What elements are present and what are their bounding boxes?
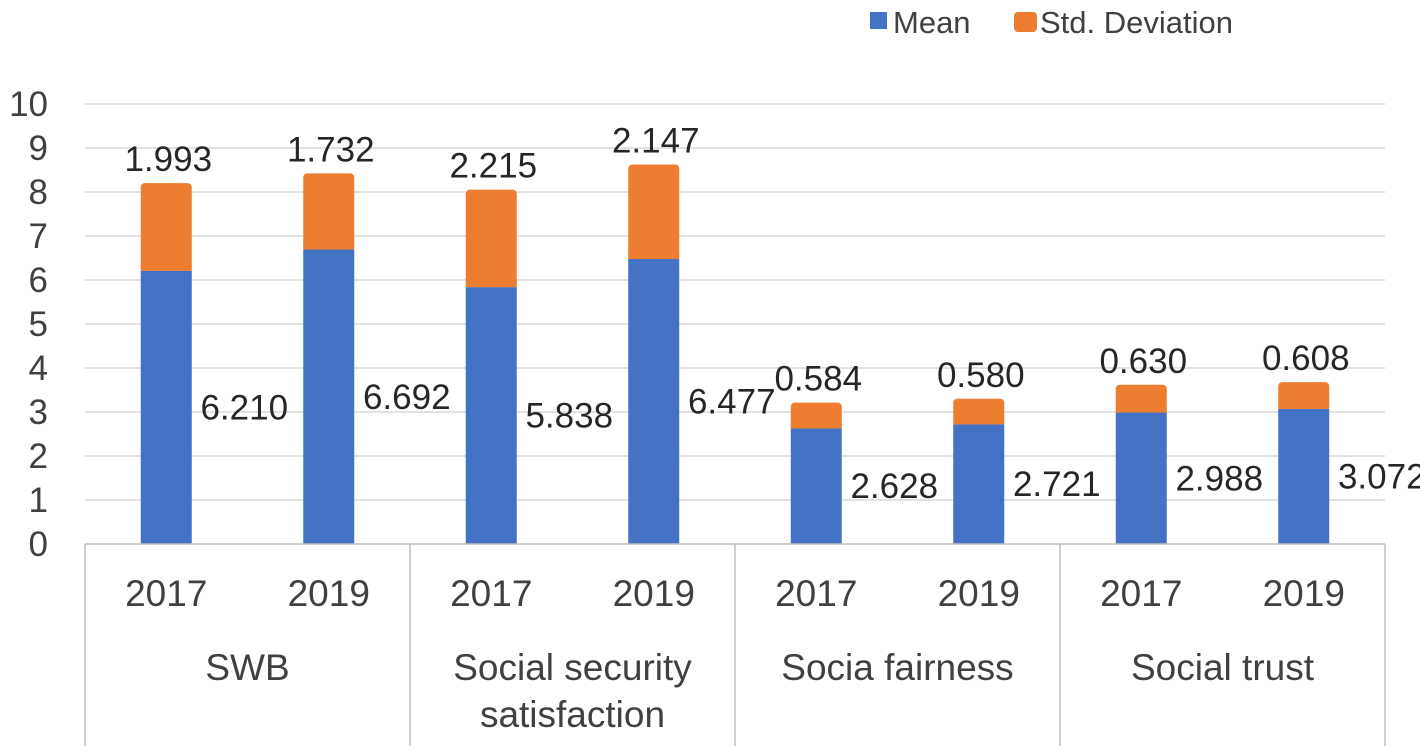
bar-mean-socia-fairness-2019 — [953, 424, 1005, 544]
x-tick-label-2019: 2019 — [938, 573, 1020, 614]
x-tick-label-2017: 2017 — [125, 573, 207, 614]
bar-std-social-security-satisfaction-2017 — [465, 189, 517, 288]
x-tick-label-2017: 2017 — [1100, 573, 1182, 614]
bar-std-social-trust-2017 — [1115, 384, 1167, 413]
label-mean-socia-fairness-2019: 2.721 — [1013, 465, 1101, 504]
bar-mean-swb-2017 — [140, 270, 192, 544]
bar-std-base-social-security-satisfaction-2019 — [628, 253, 680, 260]
y-tick-label-8: 8 — [29, 173, 48, 212]
legend-label-mean: Mean — [893, 5, 971, 40]
legend: Mean Std. Deviation — [870, 5, 1233, 40]
label-std-swb-2019: 1.732 — [287, 130, 375, 169]
bar-mean-social-security-satisfaction-2017 — [465, 287, 517, 544]
label-std-social-trust-2019: 0.608 — [1262, 339, 1350, 378]
x-tick-label-2017: 2017 — [775, 573, 857, 614]
label-mean-social-security-satisfaction-2019: 6.477 — [688, 383, 776, 422]
bar-std-swb-2017 — [140, 183, 192, 271]
y-tick-label-0: 0 — [29, 525, 48, 564]
label-std-social-trust-2017: 0.630 — [1099, 342, 1187, 381]
legend-swatch-std-deviation — [1014, 12, 1037, 32]
y-tick-label-3: 3 — [29, 393, 48, 432]
x-group-label: satisfaction — [480, 694, 665, 735]
label-mean-swb-2019: 6.692 — [363, 378, 451, 417]
label-std-socia-fairness-2017: 0.584 — [774, 360, 862, 399]
legend-label-std-deviation: Std. Deviation — [1040, 5, 1233, 40]
bar-std-swb-2019 — [303, 173, 355, 250]
label-mean-social-trust-2017: 2.988 — [1175, 459, 1263, 498]
bars — [140, 164, 1330, 544]
x-group-label: SWB — [205, 647, 289, 688]
label-std-social-security-satisfaction-2019: 2.147 — [612, 122, 700, 161]
x-axis: 2017 2019 SWB 2017 2019 Social security satisf… — [84, 543, 1386, 746]
label-std-socia-fairness-2019: 0.580 — [937, 356, 1025, 395]
bar-mean-social-security-satisfaction-2019 — [628, 259, 680, 544]
bar-std-social-security-satisfaction-2019 — [628, 164, 680, 260]
bar-std-base-social-security-satisfaction-2017 — [465, 281, 517, 288]
bar-mean-social-trust-2017 — [1115, 412, 1167, 544]
y-tick-label-1: 1 — [29, 481, 48, 520]
bar-std-base-social-trust-2019 — [1278, 402, 1330, 409]
bar-std-base-swb-2017 — [140, 264, 192, 271]
label-mean-social-trust-2019: 3.072 — [1338, 457, 1420, 496]
label-mean-socia-fairness-2017: 2.628 — [850, 467, 938, 506]
bar-mean-swb-2019 — [303, 249, 355, 544]
bar-std-base-swb-2019 — [303, 243, 355, 250]
y-tick-label-5: 5 — [29, 305, 48, 344]
x-group-label: Social trust — [1131, 647, 1315, 688]
x-tick-label-2019: 2019 — [613, 573, 695, 614]
bar-mean-socia-fairness-2017 — [790, 428, 842, 544]
bar-std-socia-fairness-2017 — [790, 402, 842, 429]
bar-std-base-socia-fairness-2019 — [953, 418, 1005, 425]
x-tick-label-2017: 2017 — [450, 573, 532, 614]
label-mean-social-security-satisfaction-2017: 5.838 — [525, 397, 613, 436]
label-mean-swb-2017: 6.210 — [200, 388, 288, 427]
y-tick-label-10: 10 — [9, 85, 48, 124]
bar-std-social-trust-2019 — [1278, 382, 1330, 409]
y-tick-label-2: 2 — [29, 437, 48, 476]
y-tick-label-9: 9 — [29, 129, 48, 168]
label-std-swb-2017: 1.993 — [124, 140, 212, 179]
x-tick-label-2019: 2019 — [1263, 573, 1345, 614]
x-group-label: Social security — [453, 647, 692, 688]
y-axis-tick-labels: 0 1 2 3 4 5 6 7 8 9 10 — [9, 85, 48, 564]
bar-std-socia-fairness-2019 — [953, 398, 1005, 425]
data-labels: 6.210 1.993 6.692 1.732 5.838 2.215 6.477 2.147… — [124, 122, 1420, 507]
bar-mean-social-trust-2019 — [1278, 408, 1330, 544]
x-group-label: Socia fairness — [781, 647, 1013, 688]
y-tick-label-7: 7 — [29, 217, 48, 256]
y-tick-label-6: 6 — [29, 261, 48, 300]
legend-swatch-mean — [870, 12, 887, 29]
bar-std-base-socia-fairness-2017 — [790, 422, 842, 429]
y-tick-label-4: 4 — [29, 349, 48, 388]
label-std-social-security-satisfaction-2017: 2.215 — [449, 147, 537, 186]
x-tick-label-2019: 2019 — [288, 573, 370, 614]
gridlines — [85, 103, 1385, 501]
bar-std-base-social-trust-2017 — [1115, 406, 1167, 413]
